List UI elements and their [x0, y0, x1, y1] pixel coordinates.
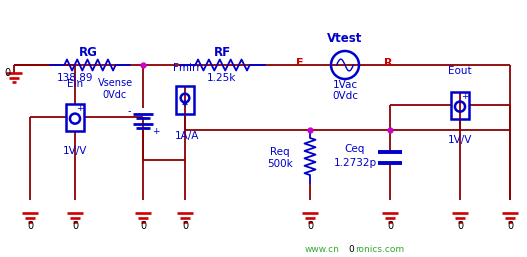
Text: Req: Req	[270, 147, 290, 157]
Text: 0: 0	[140, 221, 146, 231]
Text: 0: 0	[507, 221, 513, 231]
Text: 0: 0	[4, 68, 10, 78]
Text: +: +	[76, 104, 84, 113]
Bar	[66, 104, 84, 131]
Text: 1Vac: 1Vac	[333, 80, 357, 90]
Text: +: +	[152, 126, 160, 135]
Text: Fmirr: Fmirr	[173, 63, 201, 73]
Text: R: R	[384, 58, 392, 68]
Text: RF: RF	[213, 45, 231, 59]
Text: 500k: 500k	[267, 159, 293, 169]
Bar	[451, 91, 469, 118]
Text: Ceq: Ceq	[345, 144, 365, 154]
Text: 0Vdc: 0Vdc	[332, 91, 358, 101]
Text: 0: 0	[457, 221, 463, 231]
Text: 1V/V: 1V/V	[448, 135, 472, 145]
Text: 0: 0	[182, 221, 188, 231]
Text: 0: 0	[27, 221, 33, 231]
Text: 1A/A: 1A/A	[175, 131, 199, 141]
Text: F: F	[296, 58, 304, 68]
Text: Ein: Ein	[67, 79, 83, 89]
Text: Eout: Eout	[448, 66, 472, 76]
Text: www.cn: www.cn	[305, 244, 340, 253]
Text: 0: 0	[387, 221, 393, 231]
Bar	[176, 86, 194, 114]
Text: 138.89: 138.89	[57, 73, 93, 83]
Text: 0: 0	[348, 244, 354, 253]
Text: ronics.com: ronics.com	[355, 244, 404, 253]
Text: 0: 0	[72, 221, 78, 231]
Text: Vtest: Vtest	[327, 32, 363, 45]
Text: 1.25k: 1.25k	[207, 73, 237, 83]
Text: 0Vdc: 0Vdc	[103, 90, 127, 100]
Text: 1V/V: 1V/V	[63, 146, 87, 156]
Text: Vsense: Vsense	[98, 78, 133, 88]
Text: -: -	[127, 106, 131, 116]
Text: +: +	[461, 93, 469, 102]
Text: RG: RG	[79, 45, 97, 59]
Text: 0: 0	[307, 221, 313, 231]
Text: 1.2732p: 1.2732p	[334, 158, 377, 168]
